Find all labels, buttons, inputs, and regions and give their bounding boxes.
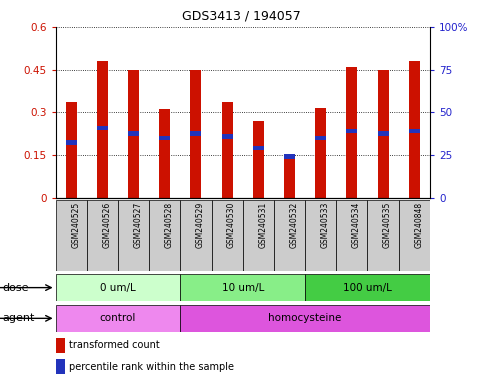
Text: agent: agent	[2, 313, 35, 323]
Bar	[222, 103, 233, 198]
Bar	[274, 200, 305, 271]
Bar	[368, 200, 398, 271]
Text: GSM240848: GSM240848	[414, 202, 423, 248]
Bar	[159, 136, 170, 140]
Bar	[180, 305, 430, 332]
Bar	[305, 274, 430, 301]
Bar	[253, 146, 264, 150]
Bar	[66, 103, 77, 198]
Text: GDS3413 / 194057: GDS3413 / 194057	[182, 10, 301, 23]
Text: dose: dose	[2, 283, 29, 293]
Bar	[56, 305, 180, 332]
Bar	[149, 200, 180, 271]
Text: 10 um/L: 10 um/L	[222, 283, 264, 293]
Text: control: control	[100, 313, 136, 323]
Bar	[128, 131, 139, 136]
Text: GSM240529: GSM240529	[196, 202, 205, 248]
Text: GSM240528: GSM240528	[165, 202, 174, 248]
Bar	[409, 61, 420, 198]
Bar	[97, 61, 108, 198]
Bar	[56, 200, 87, 271]
Bar	[284, 154, 295, 159]
Bar	[409, 129, 420, 133]
Bar	[336, 200, 368, 271]
Text: GSM240525: GSM240525	[71, 202, 80, 248]
Bar	[87, 200, 118, 271]
Bar	[315, 108, 326, 198]
Text: GSM240526: GSM240526	[102, 202, 112, 248]
Bar	[118, 200, 149, 271]
Text: GSM240531: GSM240531	[258, 202, 267, 248]
Bar	[180, 274, 305, 301]
Text: 0 um/L: 0 um/L	[100, 283, 136, 293]
Bar	[242, 200, 274, 271]
Bar	[346, 67, 357, 198]
Text: GSM240527: GSM240527	[133, 202, 142, 248]
Text: GSM240535: GSM240535	[383, 202, 392, 248]
Bar	[378, 70, 388, 198]
Text: GSM240532: GSM240532	[289, 202, 298, 248]
Bar	[66, 140, 77, 144]
Bar	[56, 338, 65, 353]
Bar	[190, 131, 201, 136]
Bar	[128, 70, 139, 198]
Text: transformed count: transformed count	[69, 341, 159, 351]
Bar	[378, 131, 388, 136]
Text: 100 um/L: 100 um/L	[343, 283, 392, 293]
Bar	[253, 121, 264, 198]
Text: GSM240530: GSM240530	[227, 202, 236, 248]
Bar	[56, 274, 180, 301]
Bar	[305, 200, 336, 271]
Bar	[222, 134, 233, 139]
Bar	[180, 200, 212, 271]
Text: GSM240534: GSM240534	[352, 202, 361, 248]
Text: homocysteine: homocysteine	[269, 313, 342, 323]
Text: percentile rank within the sample: percentile rank within the sample	[69, 362, 234, 372]
Bar	[159, 109, 170, 198]
Bar	[398, 200, 430, 271]
Bar	[97, 126, 108, 130]
Text: GSM240533: GSM240533	[321, 202, 330, 248]
Bar	[56, 359, 65, 374]
Bar	[315, 136, 326, 140]
Bar	[284, 154, 295, 198]
Bar	[190, 70, 201, 198]
Bar	[346, 129, 357, 133]
Bar	[212, 200, 242, 271]
